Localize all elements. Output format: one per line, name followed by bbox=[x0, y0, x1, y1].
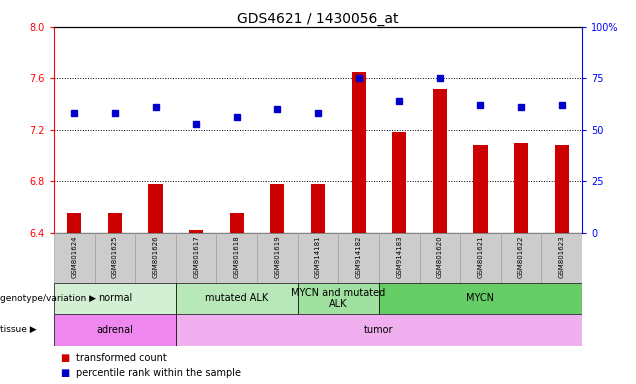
Bar bbox=[176, 314, 582, 346]
Bar bbox=[379, 283, 582, 314]
Bar bbox=[230, 214, 244, 233]
Bar bbox=[216, 233, 257, 283]
Text: GSM801619: GSM801619 bbox=[274, 235, 280, 278]
Text: GSM801622: GSM801622 bbox=[518, 235, 524, 278]
Text: GSM801625: GSM801625 bbox=[112, 235, 118, 278]
Text: transformed count: transformed count bbox=[76, 353, 167, 363]
Text: mutated ALK: mutated ALK bbox=[205, 293, 268, 303]
Bar bbox=[514, 143, 528, 233]
Bar bbox=[148, 184, 163, 233]
Bar bbox=[95, 233, 135, 283]
Text: GSM914181: GSM914181 bbox=[315, 235, 321, 278]
Bar bbox=[298, 233, 338, 283]
Text: GSM801623: GSM801623 bbox=[558, 235, 565, 278]
Text: GSM914183: GSM914183 bbox=[396, 235, 402, 278]
Bar bbox=[352, 72, 366, 233]
Bar bbox=[108, 214, 122, 233]
Bar bbox=[54, 233, 95, 283]
Bar bbox=[432, 89, 447, 233]
Text: GSM801624: GSM801624 bbox=[71, 235, 78, 278]
Bar bbox=[541, 233, 582, 283]
Bar bbox=[54, 314, 176, 346]
Bar bbox=[270, 184, 284, 233]
Bar bbox=[460, 233, 501, 283]
Bar bbox=[176, 283, 298, 314]
Bar bbox=[176, 233, 216, 283]
Bar bbox=[379, 233, 420, 283]
Bar bbox=[420, 233, 460, 283]
Bar bbox=[392, 132, 406, 233]
Text: adrenal: adrenal bbox=[97, 325, 134, 335]
Text: GSM801618: GSM801618 bbox=[234, 235, 240, 278]
Bar bbox=[311, 184, 325, 233]
Bar bbox=[338, 233, 379, 283]
Text: GSM801626: GSM801626 bbox=[153, 235, 158, 278]
Text: ■: ■ bbox=[60, 368, 70, 378]
Bar bbox=[473, 145, 488, 233]
Bar bbox=[501, 233, 541, 283]
Bar bbox=[67, 214, 81, 233]
Text: tissue ▶: tissue ▶ bbox=[0, 325, 37, 334]
Text: GSM801617: GSM801617 bbox=[193, 235, 199, 278]
Bar bbox=[189, 230, 204, 233]
Bar bbox=[298, 283, 379, 314]
Text: GSM914182: GSM914182 bbox=[356, 235, 362, 278]
Text: normal: normal bbox=[98, 293, 132, 303]
Text: MYCN and mutated
ALK: MYCN and mutated ALK bbox=[291, 288, 385, 309]
Text: GSM801620: GSM801620 bbox=[437, 235, 443, 278]
Text: GDS4621 / 1430056_at: GDS4621 / 1430056_at bbox=[237, 12, 399, 25]
Text: tumor: tumor bbox=[364, 325, 394, 335]
Bar bbox=[54, 283, 176, 314]
Bar bbox=[555, 145, 569, 233]
Text: ■: ■ bbox=[60, 353, 70, 363]
Bar bbox=[135, 233, 176, 283]
Text: GSM801621: GSM801621 bbox=[478, 235, 483, 278]
Bar bbox=[257, 233, 298, 283]
Text: percentile rank within the sample: percentile rank within the sample bbox=[76, 368, 241, 378]
Text: MYCN: MYCN bbox=[466, 293, 494, 303]
Text: genotype/variation ▶: genotype/variation ▶ bbox=[0, 294, 96, 303]
